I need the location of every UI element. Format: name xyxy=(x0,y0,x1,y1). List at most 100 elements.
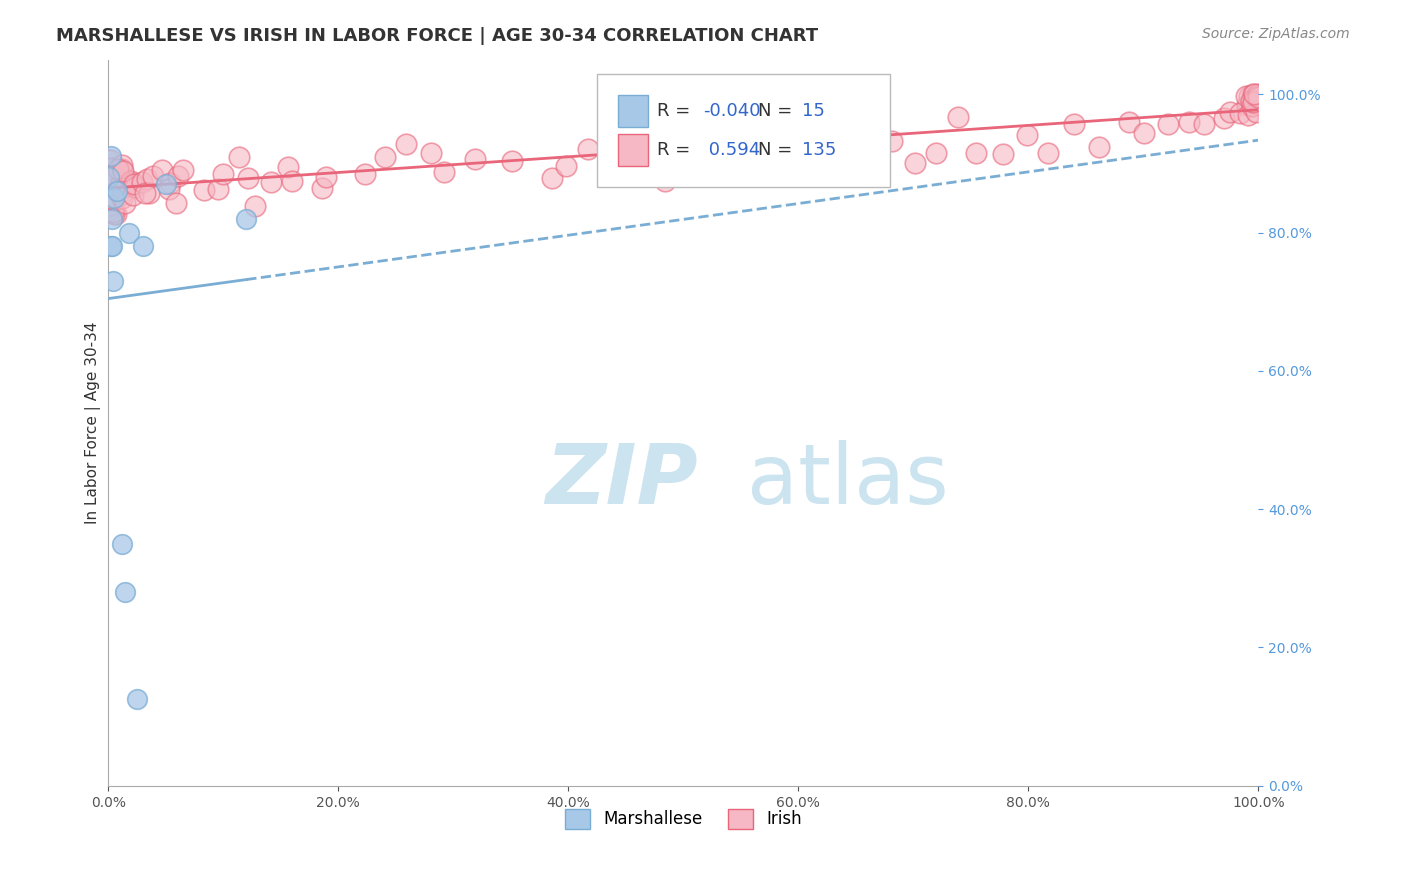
Point xyxy=(155,177,177,191)
Point xyxy=(114,585,136,599)
Point xyxy=(172,163,194,178)
Point xyxy=(132,239,155,253)
Point xyxy=(101,188,124,202)
Point xyxy=(100,211,122,226)
Point xyxy=(101,193,124,207)
Point xyxy=(1247,93,1270,107)
Point xyxy=(122,188,145,202)
Point xyxy=(107,162,129,177)
Point xyxy=(1212,111,1234,125)
Point xyxy=(120,174,142,188)
Point xyxy=(97,161,120,175)
Point xyxy=(97,203,120,218)
Text: ZIP: ZIP xyxy=(546,441,697,521)
Point xyxy=(831,125,853,139)
Point xyxy=(1237,108,1260,122)
Point xyxy=(1156,117,1178,131)
Point xyxy=(110,188,132,202)
Point xyxy=(243,198,266,212)
FancyBboxPatch shape xyxy=(617,95,648,128)
Point xyxy=(654,173,676,187)
Point xyxy=(97,182,120,196)
Point xyxy=(131,175,153,189)
Point xyxy=(100,239,122,253)
Point xyxy=(1241,87,1264,102)
Point xyxy=(1229,105,1251,120)
Point xyxy=(1247,89,1270,103)
Point xyxy=(97,189,120,203)
Point xyxy=(1133,126,1156,140)
Point xyxy=(903,156,925,170)
Point xyxy=(576,142,599,156)
Point xyxy=(98,191,121,205)
Point xyxy=(260,175,283,189)
Point xyxy=(105,207,128,221)
Point xyxy=(741,144,763,158)
Point xyxy=(1247,88,1270,103)
Point xyxy=(965,145,987,160)
Point xyxy=(98,170,121,185)
Point xyxy=(1240,98,1263,112)
Point xyxy=(1219,104,1241,119)
Point xyxy=(311,181,333,195)
Point xyxy=(228,150,250,164)
Point xyxy=(783,162,806,177)
Point xyxy=(1237,89,1260,103)
Point xyxy=(112,179,135,194)
Point xyxy=(1236,98,1258,112)
Point xyxy=(554,159,576,173)
Legend: Marshallese, Irish: Marshallese, Irish xyxy=(558,802,808,836)
Point xyxy=(880,135,903,149)
Point xyxy=(114,195,136,210)
Point xyxy=(103,191,125,205)
FancyBboxPatch shape xyxy=(598,74,890,186)
Point xyxy=(193,183,215,197)
Point xyxy=(101,169,124,183)
Point xyxy=(993,146,1015,161)
Point xyxy=(98,173,121,187)
Point xyxy=(1244,105,1267,120)
Point xyxy=(122,178,145,192)
Point xyxy=(108,167,131,181)
Point xyxy=(1088,140,1111,154)
Point xyxy=(374,150,396,164)
Point xyxy=(103,207,125,221)
Point xyxy=(1247,95,1270,110)
Point xyxy=(433,165,456,179)
Point xyxy=(107,184,129,198)
Point xyxy=(98,191,121,205)
Text: R =: R = xyxy=(657,141,696,160)
Point xyxy=(100,153,122,167)
Text: MARSHALLESE VS IRISH IN LABOR FORCE | AGE 30-34 CORRELATION CHART: MARSHALLESE VS IRISH IN LABOR FORCE | AG… xyxy=(56,27,818,45)
Point xyxy=(212,167,235,181)
Point xyxy=(1247,92,1270,106)
Point xyxy=(207,182,229,196)
Point xyxy=(315,169,337,184)
Text: N =: N = xyxy=(758,141,799,160)
Point xyxy=(98,198,121,212)
Point xyxy=(112,164,135,178)
Point xyxy=(97,177,120,191)
Point xyxy=(612,136,634,151)
Point xyxy=(103,193,125,207)
Y-axis label: In Labor Force | Age 30-34: In Labor Force | Age 30-34 xyxy=(86,321,101,524)
Point xyxy=(1247,87,1270,102)
Point xyxy=(105,180,128,194)
Point xyxy=(100,161,122,176)
Point xyxy=(97,169,120,183)
Point xyxy=(1247,90,1270,104)
Point xyxy=(118,226,141,240)
Point xyxy=(1244,88,1267,103)
Point xyxy=(1247,96,1270,111)
Point xyxy=(1118,115,1140,129)
Point xyxy=(101,205,124,219)
Point xyxy=(110,176,132,190)
Point xyxy=(720,145,742,160)
Point xyxy=(1178,114,1201,128)
Point xyxy=(97,169,120,183)
Point xyxy=(165,195,187,210)
Text: 135: 135 xyxy=(801,141,837,160)
Text: -0.040: -0.040 xyxy=(703,103,761,120)
Point xyxy=(693,165,716,179)
Point xyxy=(395,137,418,152)
